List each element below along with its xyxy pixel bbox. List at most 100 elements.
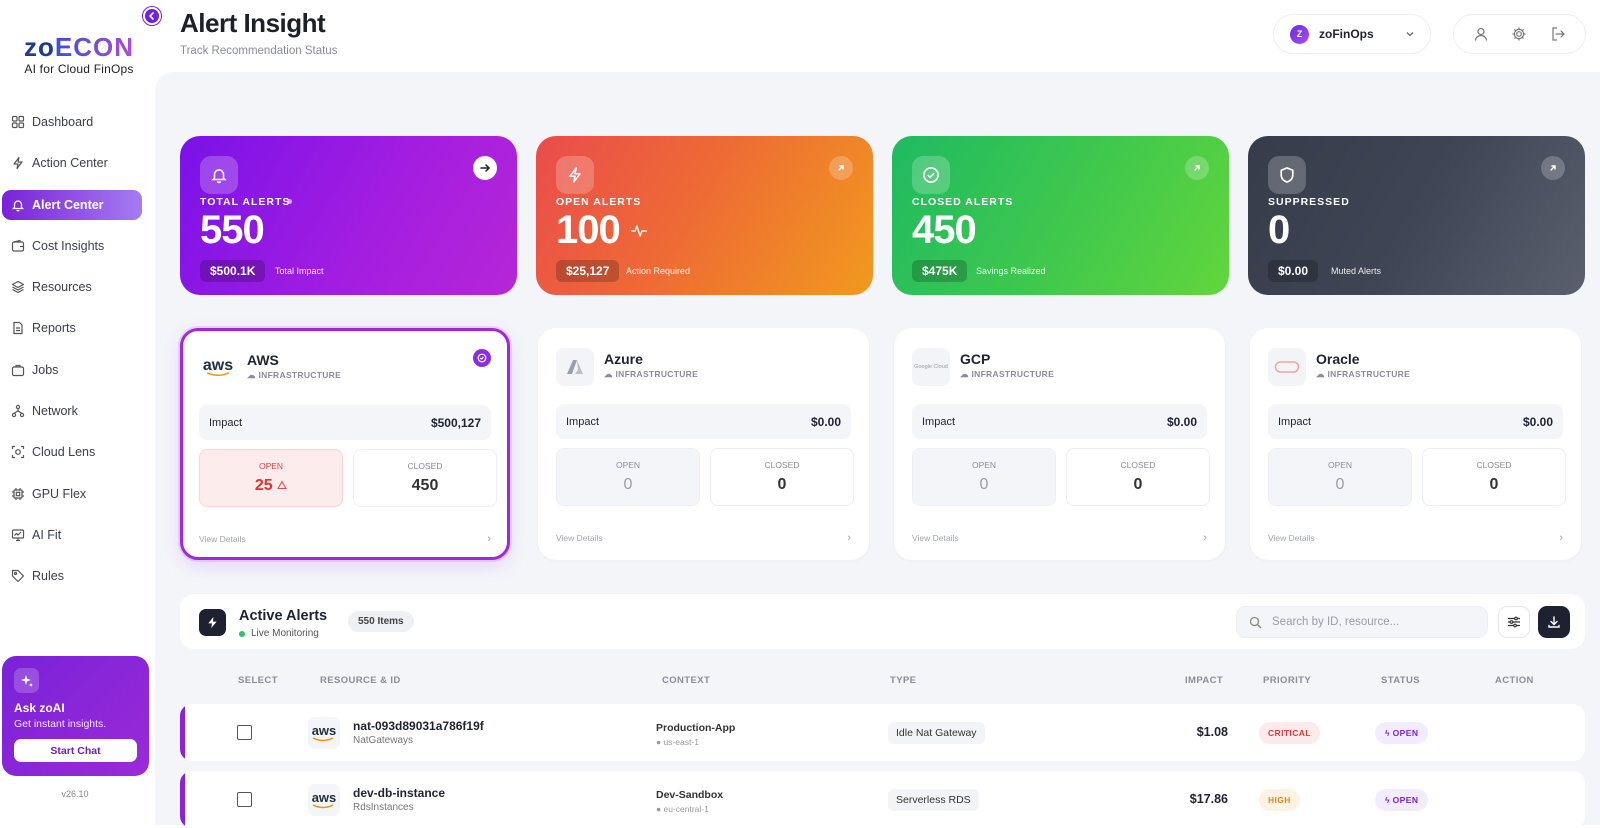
view-details-link[interactable]: View Details [912,533,959,543]
sidebar-item-resources[interactable]: Resources [2,272,142,302]
user-icon[interactable] [1473,26,1489,42]
stat-amount: $500.1K [200,260,266,282]
chevron-right-icon[interactable]: › [1559,532,1563,544]
closed-count-box[interactable]: CLOSED 450 [353,449,497,507]
closed-count-box[interactable]: CLOSED 0 [1422,448,1566,506]
network-icon [11,404,25,418]
provider-card-oracle[interactable]: Oracle ☁ INFRASTRUCTURE Impact $0.00 OPEN… [1250,328,1581,560]
sidebar-item-label: GPU Flex [32,486,87,501]
grid-icon [11,115,25,129]
external-link-icon[interactable] [829,156,853,180]
total-alerts-card[interactable]: TOTAL ALERTS 550 $500.1K Total Impact [180,136,517,295]
row-checkbox[interactable] [237,792,252,807]
type-chip: Serverless RDS [888,789,979,811]
provider-tag: ☁ INFRASTRUCTURE [604,369,699,379]
provider-card-gcp[interactable]: Google Cloud GCP ☁ INFRASTRUCTURE Impact… [894,328,1225,560]
provider-name: GCP [960,351,991,367]
sidebar-item-ai-fit[interactable]: AI Fit [2,520,142,550]
table-row[interactable]: aws dev-db-instance RdsInstances Dev-San… [180,771,1585,828]
column-header-impact[interactable]: IMPACT [1185,675,1224,686]
open-count-box[interactable]: OPEN 0 [912,448,1056,506]
stat-label: SUPPRESSED [1268,196,1350,208]
table-row[interactable]: aws nat-093d89031a786f19f NatGateways Pr… [180,704,1585,761]
stat-caption: Total Impact [275,266,324,276]
column-header-resource[interactable]: RESOURCE & ID [320,675,401,686]
provider-tag: ☁ INFRASTRUCTURE [1316,369,1411,379]
column-header-action: ACTION [1495,675,1534,686]
sidebar-item-network[interactable]: Network [2,396,142,426]
sidebar-item-rules[interactable]: Rules [2,561,142,591]
closed-count-box[interactable]: CLOSED 0 [1066,448,1210,506]
open-count-box[interactable]: OPEN 0 [1268,448,1412,506]
suppressed-card[interactable]: SUPPRESSED 0 $0.00 Muted Alerts [1248,136,1585,295]
chevron-right-icon[interactable]: › [1203,532,1207,544]
chevron-right-icon[interactable]: › [487,533,491,545]
sparkles-icon [14,668,39,693]
provider-name: Oracle [1316,351,1360,367]
view-details-link[interactable]: View Details [199,534,246,544]
sidebar-item-cost-insights[interactable]: Cost Insights [2,231,142,261]
provider-card-azure[interactable]: Azure ☁ INFRASTRUCTURE Impact $0.00 OPEN … [538,328,869,560]
gear-icon[interactable] [1511,26,1527,42]
external-link-icon[interactable] [1541,156,1565,180]
monitor-icon [11,529,25,542]
chevron-right-icon[interactable]: › [847,532,851,544]
column-header-status[interactable]: STATUS [1381,675,1420,686]
provider-card-aws[interactable]: aws AWS ☁ INFRASTRUCTURE Impact $500,127 … [180,328,510,560]
sidebar-item-label: Action Center [32,156,108,171]
open-count-box[interactable]: OPEN 0 [556,448,700,506]
stat-value: 450 [912,208,977,252]
selected-check-icon[interactable] [473,349,491,367]
bolt-icon [13,157,23,170]
sidebar-item-action-center[interactable]: Action Center [2,148,142,178]
check-circle-icon [912,156,950,194]
sidebar-item-alert-center[interactable]: Alert Center [2,189,142,220]
closed-count-box[interactable]: CLOSED 0 [710,448,854,506]
search-input[interactable] [1272,616,1472,628]
column-header-context[interactable]: CONTEXT [662,675,711,686]
shield-icon [1268,156,1306,194]
filter-button[interactable] [1498,606,1530,638]
sidebar-item-cloud-lens[interactable]: Cloud Lens [2,437,142,467]
closed-alerts-card[interactable]: CLOSED ALERTS 450 $475K Savings Realized [892,136,1229,295]
start-chat-button[interactable]: Start Chat [14,739,137,762]
sidebar-item-reports[interactable]: Reports [2,313,142,343]
org-selector[interactable]: Z zoFinOps [1273,14,1431,54]
resource-id[interactable]: nat-093d89031a786f19f [353,719,484,733]
priority-badge: CRITICAL [1259,722,1320,744]
impact-row: Impact $0.00 [1268,404,1563,439]
tag-icon [11,570,25,583]
logo-tagline: AI for Cloud FinOps [24,62,134,76]
view-details-link[interactable]: View Details [556,533,603,543]
external-link-icon[interactable] [1185,156,1209,180]
oracle-logo [1268,348,1306,386]
arrow-right-icon[interactable] [473,156,497,180]
chevron-down-icon [1406,32,1414,37]
app-logo[interactable]: zoECON AI for Cloud FinOps [14,34,144,76]
sidebar-item-gpu-flex[interactable]: GPU Flex [2,479,142,509]
download-button[interactable] [1538,606,1570,638]
aws-logo: aws [308,784,340,816]
cloud-icon: ☁ [960,369,972,379]
cloud-icon: ☁ [247,370,259,380]
bolt-icon: ϟ [1385,795,1393,805]
view-details-link[interactable]: View Details [1268,533,1315,543]
sidebar-item-dashboard[interactable]: Dashboard [2,107,142,137]
column-header-type[interactable]: TYPE [890,675,917,686]
collapse-sidebar-button[interactable] [143,7,161,25]
search-box[interactable] [1236,606,1488,638]
column-header-priority[interactable]: PRIORITY [1263,675,1312,686]
resource-id[interactable]: dev-db-instance [353,786,446,800]
logout-icon[interactable] [1550,26,1566,42]
open-count-box[interactable]: OPEN 25 [199,449,343,507]
sidebar-item-jobs[interactable]: Jobs [2,355,142,385]
stat-caption: Action Required [626,266,691,276]
provider-name: AWS [247,352,279,368]
impact-value: $17.86 [1189,792,1228,806]
open-alerts-card[interactable]: OPEN ALERTS 100 $25,127 Action Required [536,136,873,295]
provider-tag: ☁ INFRASTRUCTURE [960,369,1055,379]
active-alerts-toolbar: Active Alerts Live Monitoring 550 Items [180,594,1585,649]
bolt-icon: ϟ [1385,728,1393,738]
row-checkbox[interactable] [237,725,252,740]
provider-tag: ☁ INFRASTRUCTURE [247,370,342,380]
